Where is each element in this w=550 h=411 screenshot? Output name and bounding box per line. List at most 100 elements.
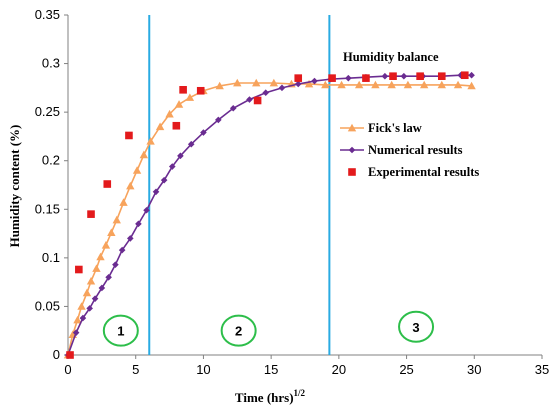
data-point-triangle xyxy=(467,81,476,90)
x-tick-label: 10 xyxy=(196,362,210,377)
data-point-triangle xyxy=(139,150,149,159)
legend: Fick's law Numerical results Experimental … xyxy=(334,110,492,184)
data-point-square xyxy=(196,86,205,95)
data-point-square xyxy=(87,210,95,218)
legend-box xyxy=(334,110,492,184)
data-point-diamond xyxy=(79,314,87,322)
y-tick-label: 0.25 xyxy=(35,104,60,119)
data-point-triangle xyxy=(215,81,224,90)
y-axis-title: Humidity content (%) xyxy=(7,125,22,248)
data-point-diamond xyxy=(143,206,150,214)
data-point-diamond xyxy=(278,84,286,92)
legend-label: Numerical results xyxy=(368,143,463,157)
legend-marker-triangle xyxy=(347,123,357,132)
data-point-triangle xyxy=(453,80,463,89)
y-tick-label: 0.15 xyxy=(35,201,60,216)
data-point-diamond xyxy=(229,104,237,112)
data-point-diamond xyxy=(187,140,195,148)
data-point-diamond xyxy=(105,273,112,281)
legend-marker-square xyxy=(348,168,356,176)
data-point-triangle xyxy=(96,252,105,261)
data-point-diamond xyxy=(345,74,352,82)
zone-boundaries xyxy=(148,15,331,355)
data-point-diamond xyxy=(200,129,207,136)
data-point-triangle xyxy=(403,80,413,89)
data-point-triangle xyxy=(77,302,86,310)
data-point-triangle xyxy=(304,79,314,88)
data-point-diamond xyxy=(400,72,408,80)
data-point-square xyxy=(103,180,112,188)
series-square xyxy=(66,71,469,359)
data-point-triangle xyxy=(119,198,128,206)
data-point-triangle xyxy=(337,80,346,89)
x-axis-title-text: Time (hrs) xyxy=(235,390,294,405)
zone-label-1: 1 xyxy=(117,324,124,339)
legend-marker-diamond xyxy=(348,146,356,154)
x-axis-title-sup: 1/2 xyxy=(294,388,306,398)
x-tick-label: 20 xyxy=(332,362,346,377)
axes xyxy=(64,14,543,359)
y-tick-label: 0.3 xyxy=(42,56,60,71)
data-point-square xyxy=(253,96,262,105)
zone-circle-3 xyxy=(398,310,435,343)
legend-label: Fick's law xyxy=(368,121,422,135)
data-point-triangle xyxy=(269,78,279,87)
data-point-diamond xyxy=(72,329,80,336)
data-point-diamond xyxy=(215,116,222,124)
data-point-triangle xyxy=(112,215,121,224)
x-tick-label: 15 xyxy=(264,362,278,377)
data-point-square xyxy=(66,351,74,359)
data-point-triangle xyxy=(185,93,195,101)
data-point-triangle xyxy=(146,137,155,145)
data-point-diamond xyxy=(311,77,318,85)
data-point-diamond xyxy=(98,284,106,292)
data-point-triangle xyxy=(419,80,429,89)
data-point-square xyxy=(172,121,181,130)
y-tick-label: 0 xyxy=(53,347,60,362)
x-tick-label: 0 xyxy=(64,362,71,377)
data-point-triangle xyxy=(437,80,446,89)
data-point-diamond xyxy=(262,89,270,97)
y-tick-labels: 0 0.05 0.1 0.15 0.2 0.25 0.3 0.35 xyxy=(35,7,60,362)
data-point-diamond xyxy=(126,235,134,242)
data-point-square xyxy=(389,72,397,80)
data-point-triangle xyxy=(73,315,82,324)
data-point-square xyxy=(328,74,336,82)
data-point-diamond xyxy=(135,220,142,228)
zone-circle-2 xyxy=(220,314,257,347)
data-point-triangle xyxy=(252,78,261,87)
data-point-triangle xyxy=(233,78,242,87)
data-point-diamond xyxy=(86,305,93,312)
zone-markers: 1 2 3 xyxy=(102,310,435,347)
data-point-diamond xyxy=(177,152,184,160)
y-tick-label: 0.05 xyxy=(35,298,60,313)
data-point-triangle xyxy=(92,264,101,272)
data-point-square xyxy=(437,72,446,80)
data-point-square xyxy=(125,131,133,140)
data-point-square xyxy=(416,72,424,80)
data-point-triangle xyxy=(126,181,135,190)
data-point-diamond xyxy=(91,295,99,302)
x-axis-title: Time (hrs)1/2 xyxy=(235,388,306,405)
data-point-triangle xyxy=(82,288,92,297)
y-tick-label: 0.35 xyxy=(35,7,60,22)
data-point-diamond xyxy=(112,261,119,268)
y-tick-label: 0.2 xyxy=(42,153,60,168)
series-diamond xyxy=(64,71,475,359)
data-point-square xyxy=(294,74,303,82)
x-tick-label: 35 xyxy=(535,362,549,377)
data-point-square xyxy=(179,86,187,94)
data-point-triangle xyxy=(86,276,96,285)
y-tick-label: 0.1 xyxy=(42,250,60,265)
data-point-square xyxy=(75,265,83,274)
data-point-square xyxy=(461,71,469,80)
zone-label-2: 2 xyxy=(235,324,242,339)
x-tick-labels: 0 5 10 15 20 25 30 35 xyxy=(64,362,549,377)
x-tick-label: 5 xyxy=(132,362,139,377)
humidity-balance-annotation: Humidity balance xyxy=(343,50,439,64)
zone-circle-1 xyxy=(102,314,139,347)
series-layer xyxy=(63,71,476,359)
zone-label-3: 3 xyxy=(412,320,419,335)
data-point-triangle xyxy=(101,241,111,249)
